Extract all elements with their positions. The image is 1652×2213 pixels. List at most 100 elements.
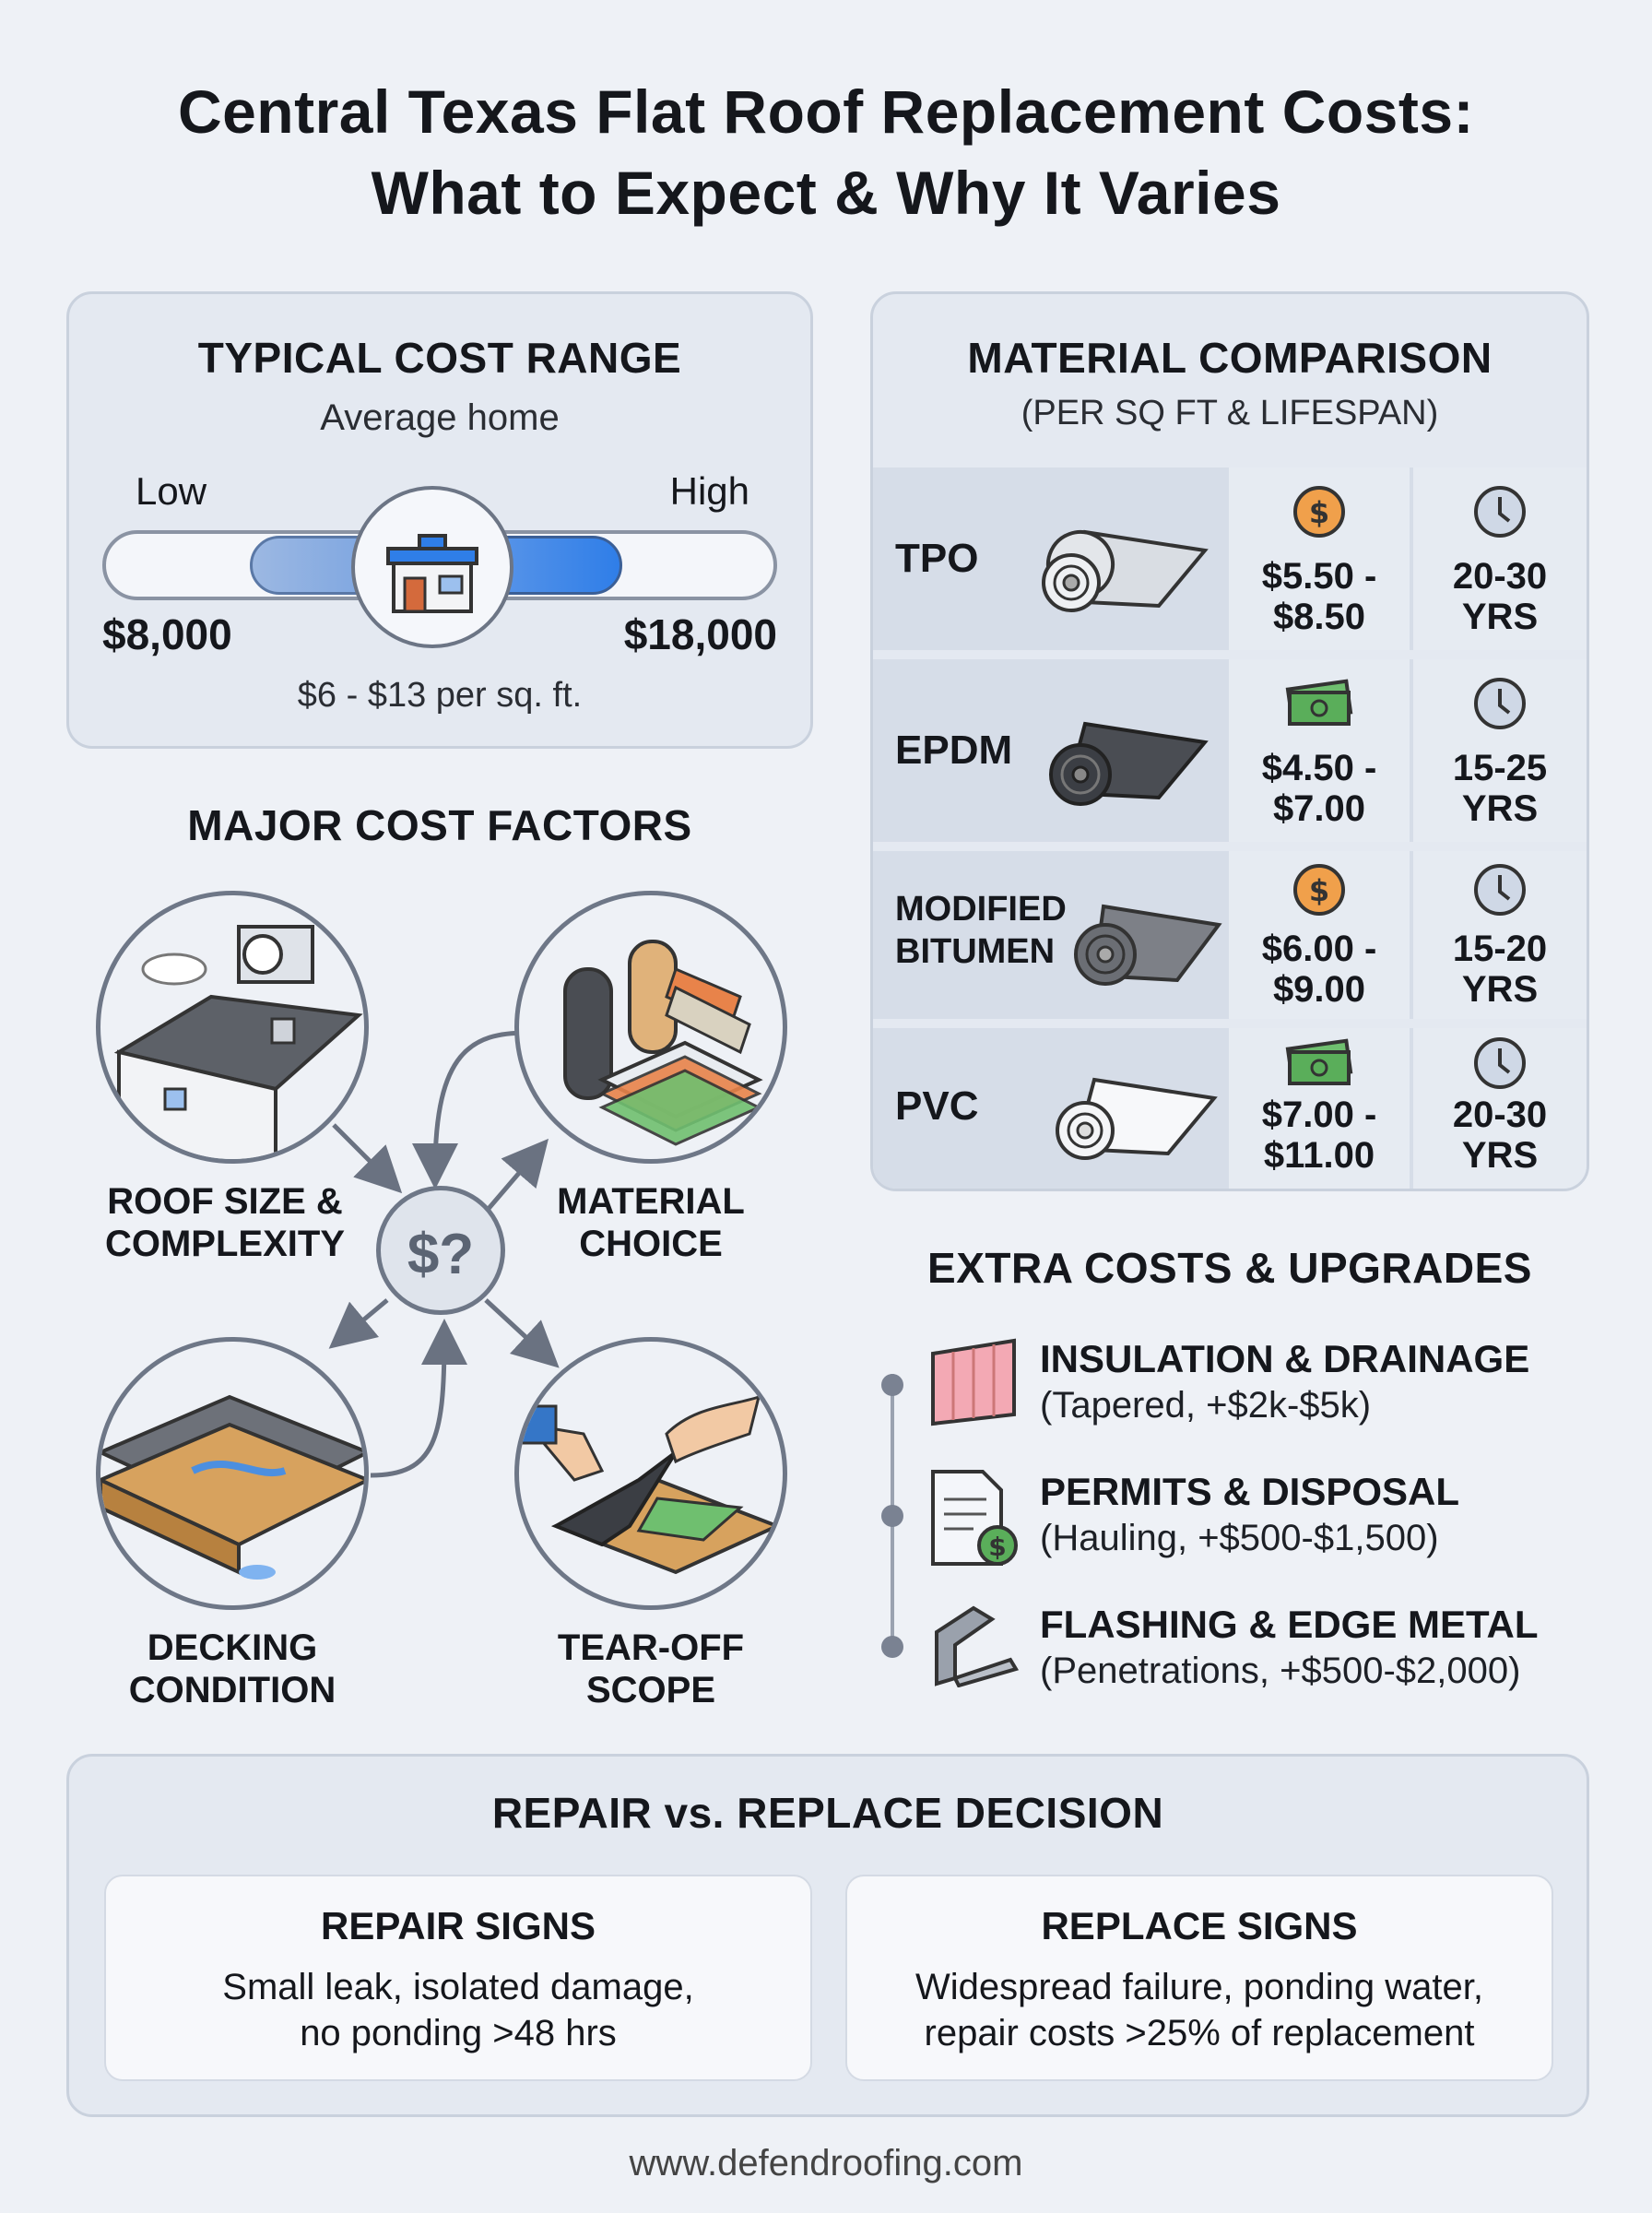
flashing-metal-icon [935,1605,1020,1687]
life-unit: YRS [1461,969,1539,1010]
material-subheading: (PER SQ FT & LIFESPAN) [1021,394,1439,432]
material-name: PVC [895,1083,979,1129]
price-cell: $ $6.00 - $9.00 [1229,851,1410,1019]
roll-icon [1042,529,1209,612]
roll-icon [1056,1077,1218,1160]
life-unit: YRS [1461,597,1539,637]
price-low: $6.00 - [1261,929,1377,969]
material-row-modified-bitumen: MODIFIED BITUMEN $ $6.00 - $9.00 15-20 Y… [873,851,1587,1019]
replace-signs-card: REPLACE SIGNS Widespread failure, pondin… [845,1875,1553,2081]
clock-icon [1474,678,1526,729]
replace-title: REPLACE SIGNS [1041,1904,1358,1947]
roll-icon [1049,721,1209,806]
factor-label: CHOICE [579,1224,723,1264]
timeline-dot [881,1636,903,1658]
material-name: BITUMEN [895,932,1056,971]
life-range: 20-30 [1452,556,1548,597]
material-row-tpo: TPO $ $5.50 - $8.50 20-30 YRS [873,467,1587,650]
factor-label: CONDITION [128,1670,336,1710]
life-range: 15-25 [1452,748,1548,788]
life-cell: 15-20 YRS [1413,851,1587,1019]
insulation-icon [931,1338,1016,1426]
timeline-dot [881,1505,903,1527]
low-label: Low [136,469,207,513]
material-comparison-card: MATERIAL COMPARISON (PER SQ FT & LIFESPA… [870,291,1589,1191]
factor-label: COMPLEXITY [104,1224,346,1264]
permit-document-icon: $ [931,1470,1018,1566]
clock-icon [1474,864,1526,916]
replace-line: Widespread failure, ponding water, [915,1967,1483,2007]
material-row-pvc: PVC $7.00 - $11.00 20-30 YRS [873,1028,1587,1189]
factor-label: MATERIAL [557,1181,745,1222]
material-choice-circle [514,891,787,1164]
price-cell: $7.00 - $11.00 [1229,1028,1410,1189]
house-icon [351,486,513,648]
factor-label: SCOPE [585,1670,716,1710]
clock-icon [1474,486,1526,538]
roof-size-circle [96,891,369,1164]
footer-url[interactable]: www.defendroofing.com [629,2143,1023,2183]
price-high: $7.00 [1272,788,1366,829]
price-low: $5.50 - [1261,556,1377,597]
price-low: $4.50 - [1261,748,1377,788]
price-cell: $4.50 - $7.00 [1229,659,1410,842]
timeline-dot [881,1374,903,1396]
page-title: Central Texas Flat Roof Replacement Cost… [177,77,1475,146]
material-samples-icon [563,940,763,1146]
life-cell: 15-25 YRS [1413,659,1587,842]
extras-heading: EXTRA COSTS & UPGRADES [927,1244,1532,1292]
factor-label: DECKING [147,1627,318,1668]
extra-detail: (Penetrations, +$500-$2,000) [1040,1651,1521,1691]
factor-label: TEAR-OFF [557,1627,745,1668]
tear-off-circle [514,1337,787,1610]
price-high: $8.50 [1272,597,1366,637]
low-value: $8,000 [102,610,232,658]
cost-range-subheading: Average home [320,397,560,438]
material-name: MODIFIED [895,890,1067,929]
cash-icon [1285,1038,1353,1085]
replace-line: repair costs >25% of replacement [924,2013,1475,2053]
cost-factors-heading: MAJOR COST FACTORS [187,801,692,849]
factor-label: ROOF SIZE & [107,1181,343,1222]
roll-icon [1074,904,1222,986]
cost-question-mark: $? [407,1223,475,1286]
decision-heading: REPAIR vs. REPLACE DECISION [491,1789,1164,1837]
extra-title: PERMITS & DISPOSAL [1040,1470,1460,1513]
cost-range-card: TYPICAL COST RANGE Average home Low High… [66,291,813,749]
coin-icon: $ [1293,864,1345,916]
repair-title: REPAIR SIGNS [321,1904,596,1947]
life-range: 15-20 [1452,929,1548,969]
material-heading: MATERIAL COMPARISON [967,334,1493,382]
high-value: $18,000 [623,610,777,658]
cost-question-circle: $? [376,1186,505,1315]
roof-icon [113,925,363,1159]
material-name: EPDM [895,728,1013,773]
decking-circle [96,1337,369,1610]
tear-off-icon [519,1394,783,1575]
price-high: $9.00 [1272,969,1366,1010]
price-low: $7.00 - [1261,1095,1377,1135]
life-unit: YRS [1461,1135,1539,1176]
life-unit: YRS [1461,788,1539,829]
repair-line: Small leak, isolated damage, [222,1967,694,2007]
per-sqft-range: $6 - $13 per sq. ft. [297,676,583,715]
cash-icon [1285,679,1353,726]
decking-icon [100,1394,364,1580]
clock-icon [1474,1037,1526,1089]
price-high: $11.00 [1263,1135,1375,1176]
svg-text:$: $ [988,1532,1006,1562]
svg-text:$: $ [1309,495,1329,530]
coin-icon: $ [1293,486,1345,538]
life-cell: 20-30 YRS [1413,467,1587,650]
life-cell: 20-30 YRS [1413,1028,1587,1189]
repair-line: no ponding >48 hrs [300,2013,617,2053]
extra-title: INSULATION & DRAINAGE [1040,1337,1530,1380]
extra-detail: (Tapered, +$2k-$5k) [1040,1385,1372,1426]
extra-detail: (Hauling, +$500-$1,500) [1040,1518,1439,1558]
life-range: 20-30 [1452,1095,1548,1135]
page-subtitle: What to Expect & Why It Varies [371,159,1281,227]
cost-range-heading: TYPICAL COST RANGE [197,334,682,382]
extra-title: FLASHING & EDGE METAL [1040,1603,1539,1646]
repair-signs-card: REPAIR SIGNS Small leak, isolated damage… [104,1875,812,2081]
svg-text:$: $ [1309,873,1329,908]
